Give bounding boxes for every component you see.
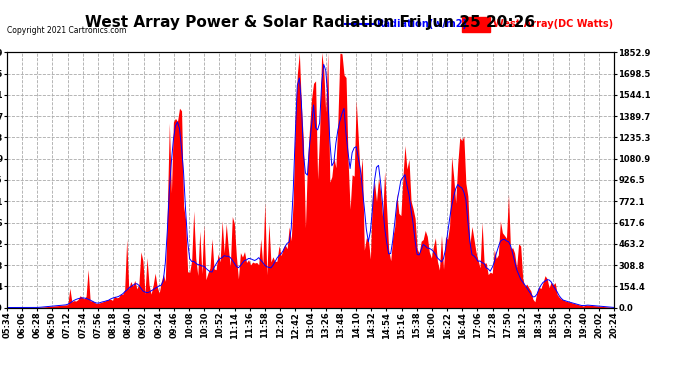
Text: West Array Power & Solar Radiation Fri Jun 25 20:26: West Array Power & Solar Radiation Fri J… bbox=[86, 15, 535, 30]
Bar bbox=[462, 17, 490, 32]
Text: Copyright 2021 Cartronics.com: Copyright 2021 Cartronics.com bbox=[7, 26, 126, 35]
Text: West Array(DC Watts): West Array(DC Watts) bbox=[493, 20, 613, 29]
Text: Radiation(w/m2): Radiation(w/m2) bbox=[376, 20, 467, 29]
